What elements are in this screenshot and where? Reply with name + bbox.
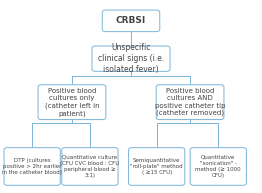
FancyBboxPatch shape bbox=[190, 148, 247, 185]
FancyBboxPatch shape bbox=[4, 148, 60, 185]
Text: Quantitative
"sonication" -
method (≥ 1000
CFU): Quantitative "sonication" - method (≥ 10… bbox=[195, 155, 241, 178]
Text: DTP (cultures
positive > 2hr earlier
in the catheter blood): DTP (cultures positive > 2hr earlier in … bbox=[2, 158, 62, 175]
Text: Quantitative culture
(CFU CVC blood : CFU
peripheral blood ≥
3:1): Quantitative culture (CFU CVC blood : CF… bbox=[60, 155, 119, 178]
FancyBboxPatch shape bbox=[92, 46, 170, 71]
Text: Positive blood
cultures only
(catheter left in
patient): Positive blood cultures only (catheter l… bbox=[45, 88, 99, 117]
FancyBboxPatch shape bbox=[156, 85, 224, 120]
Text: Semiquantitative
"roll-plate" method
( ≥15 CFU): Semiquantitative "roll-plate" method ( ≥… bbox=[130, 158, 183, 175]
Text: CRBSI: CRBSI bbox=[116, 16, 146, 25]
FancyBboxPatch shape bbox=[38, 85, 106, 120]
Text: Unspecific
clinical signs (i.e.
isolated fever): Unspecific clinical signs (i.e. isolated… bbox=[98, 43, 164, 74]
FancyBboxPatch shape bbox=[62, 148, 118, 185]
FancyBboxPatch shape bbox=[102, 10, 160, 32]
Text: Positive blood
cultures AND
positive catheter tip
(catheter removed): Positive blood cultures AND positive cat… bbox=[155, 88, 225, 116]
FancyBboxPatch shape bbox=[129, 148, 185, 185]
